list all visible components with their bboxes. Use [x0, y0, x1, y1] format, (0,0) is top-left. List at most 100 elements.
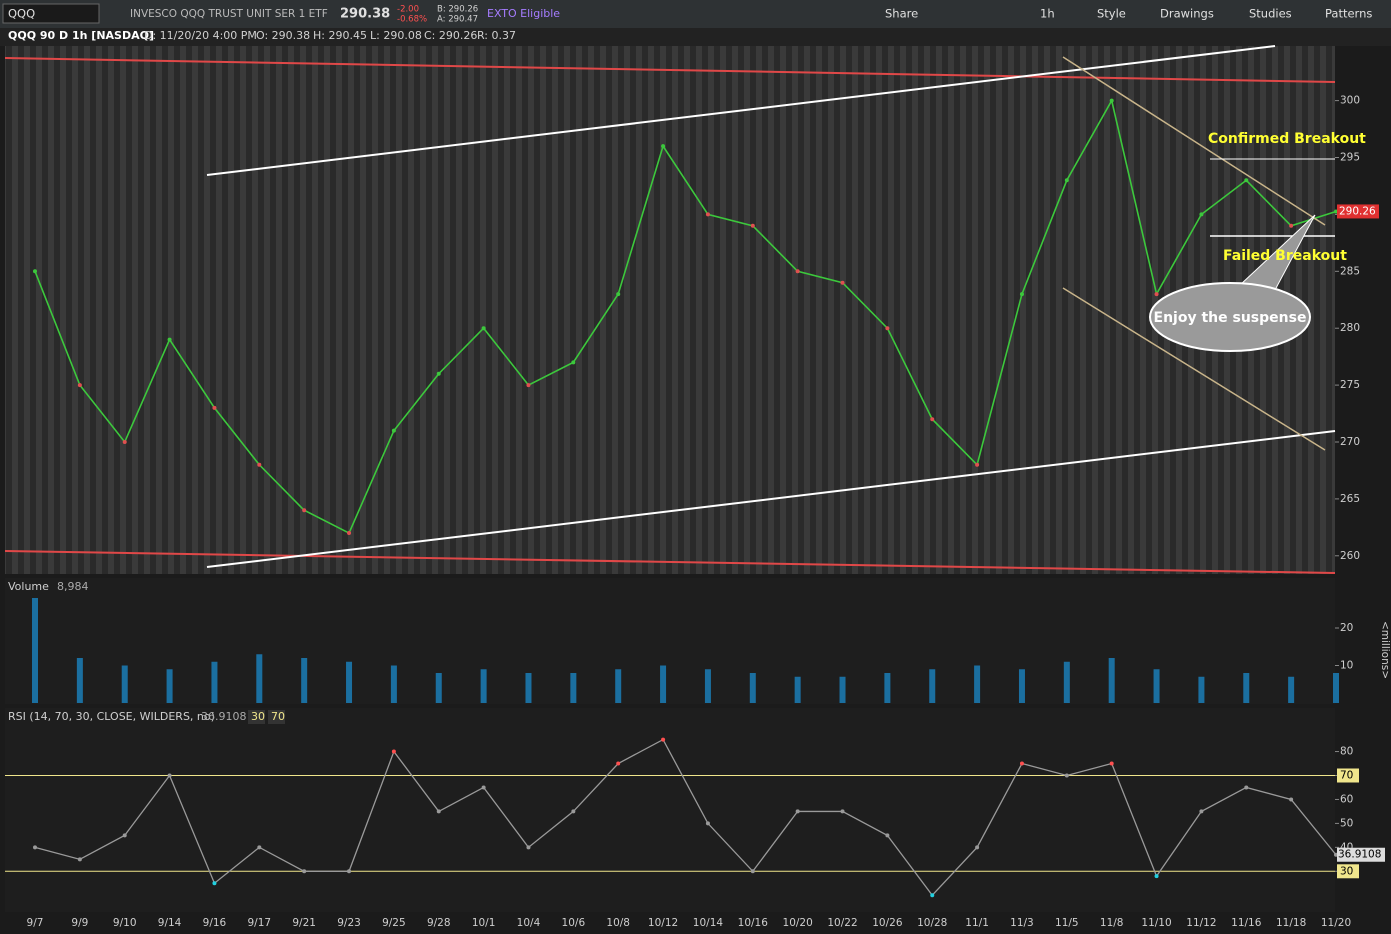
volume-bar	[211, 661, 218, 703]
price-point	[1199, 212, 1204, 217]
x-tick-label: 10/26	[872, 917, 903, 929]
volume-panel	[5, 578, 1335, 704]
rsi-point	[436, 809, 441, 814]
symbol-box[interactable]	[2, 3, 100, 24]
toolbar-button[interactable]: Studies	[1249, 7, 1292, 21]
y-tick-label: 20	[1340, 622, 1353, 634]
x-tick-label: 10/14	[693, 917, 724, 929]
volume-bar	[1243, 673, 1250, 703]
x-tick-label: 10/6	[562, 917, 586, 929]
rsi-point	[77, 857, 82, 862]
volume-bar	[884, 673, 891, 703]
rsi-title: RSI (14, 70, 30, CLOSE, WILDERS, no)	[8, 710, 215, 723]
rsi-point	[212, 881, 217, 886]
rsi-point	[302, 869, 307, 874]
x-tick-label: 11/20	[1321, 917, 1351, 929]
trendline	[206, 45, 1276, 176]
trendline	[206, 430, 1336, 568]
y-tick-label: 70	[1340, 770, 1353, 782]
volume-bar	[76, 658, 83, 703]
rsi-point	[526, 845, 531, 850]
ask: A: 290.47	[437, 15, 478, 25]
x-tick-label: 9/17	[248, 917, 272, 929]
price-marker	[1337, 204, 1379, 219]
trendline	[1062, 56, 1326, 226]
rsi-point	[1154, 874, 1159, 879]
rsi-point	[481, 785, 486, 790]
rsi-point	[571, 809, 576, 814]
y-tick-label: 30	[1340, 865, 1353, 877]
info-title: QQQ 90 D 1h [NASDAQ]	[8, 29, 154, 42]
x-tick-label: 9/21	[292, 917, 316, 929]
rsi-point	[33, 845, 37, 850]
annotation: Failed Breakout	[1223, 248, 1347, 264]
rsi-point	[347, 869, 352, 874]
x-tick-label: 11/5	[1055, 917, 1079, 929]
x-tick-label: 11/3	[1010, 917, 1034, 929]
toolbar-button[interactable]: Share	[885, 7, 918, 21]
volume-bar	[794, 676, 801, 703]
rsi-point	[885, 833, 890, 838]
y-tick-label: 80	[1340, 746, 1353, 758]
volume-bar	[1153, 669, 1160, 703]
rsi-point	[795, 809, 800, 814]
x-tick-label: 9/25	[382, 917, 406, 929]
bid: B: 290.26	[437, 5, 478, 15]
y-tick-label: 50	[1340, 817, 1353, 829]
volume-bar	[1063, 661, 1070, 703]
volume-bar	[301, 658, 308, 703]
price-point	[885, 326, 890, 331]
x-tick-label: 10/12	[648, 917, 678, 929]
volume-bar	[974, 665, 981, 703]
description: INVESCO QQQ TRUST UNIT SER 1 ETF	[130, 8, 328, 20]
symbol[interactable]: QQQ	[8, 7, 35, 21]
price-marker-label: 290.26	[1339, 205, 1376, 217]
y-tick-label: 280	[1340, 322, 1360, 334]
volume-bar	[121, 665, 128, 703]
x-tick-label: 11/10	[1141, 917, 1171, 929]
y-tick-label: 300	[1340, 95, 1360, 107]
price-point	[436, 371, 441, 376]
rsi-panel	[5, 708, 1335, 912]
rsi-point	[1289, 797, 1294, 802]
volume-last: 8,984	[57, 580, 89, 593]
price-point	[33, 269, 37, 274]
rsi-point	[1064, 773, 1069, 778]
info-bar	[0, 28, 1391, 46]
volume-unit: <millions>	[1379, 621, 1391, 679]
volume-bar	[166, 669, 173, 703]
info-field: R: 0.37	[477, 29, 516, 42]
y-tick-label: 295	[1340, 152, 1360, 164]
rsi-point	[1019, 761, 1024, 766]
x-tick-label: 11/12	[1186, 917, 1216, 929]
x-tick-label: 9/10	[113, 917, 137, 929]
price-point	[347, 531, 352, 536]
volume-title: Volume	[8, 580, 49, 593]
rsi-point	[661, 737, 666, 742]
price-point	[616, 292, 621, 297]
volume-bar	[929, 669, 936, 703]
volume-bar	[256, 654, 263, 703]
rsi-marker	[1337, 847, 1385, 862]
x-tick-label: 9/28	[427, 917, 451, 929]
trendline	[1062, 287, 1326, 451]
change-pct: -0.68%	[397, 15, 427, 25]
toolbar-button[interactable]: Style	[1097, 7, 1126, 21]
price-point	[77, 383, 82, 388]
x-tick-label: 9/9	[71, 917, 88, 929]
rsi-point	[257, 845, 262, 850]
price-point	[257, 462, 262, 467]
price-point	[302, 508, 307, 513]
volume-bar	[615, 669, 622, 703]
toolbar-button[interactable]: 1h	[1040, 7, 1055, 21]
rsi-point	[705, 821, 710, 826]
price-point	[1154, 292, 1159, 297]
price-point	[167, 337, 172, 342]
price-point	[526, 383, 531, 388]
toolbar-button[interactable]: Patterns	[1325, 7, 1372, 21]
rsi-point	[1244, 785, 1249, 790]
toolbar-button[interactable]: Drawings	[1160, 7, 1214, 21]
rsi-level: 30	[251, 710, 265, 723]
price-point	[1244, 178, 1249, 183]
change: -2.00	[397, 5, 419, 15]
